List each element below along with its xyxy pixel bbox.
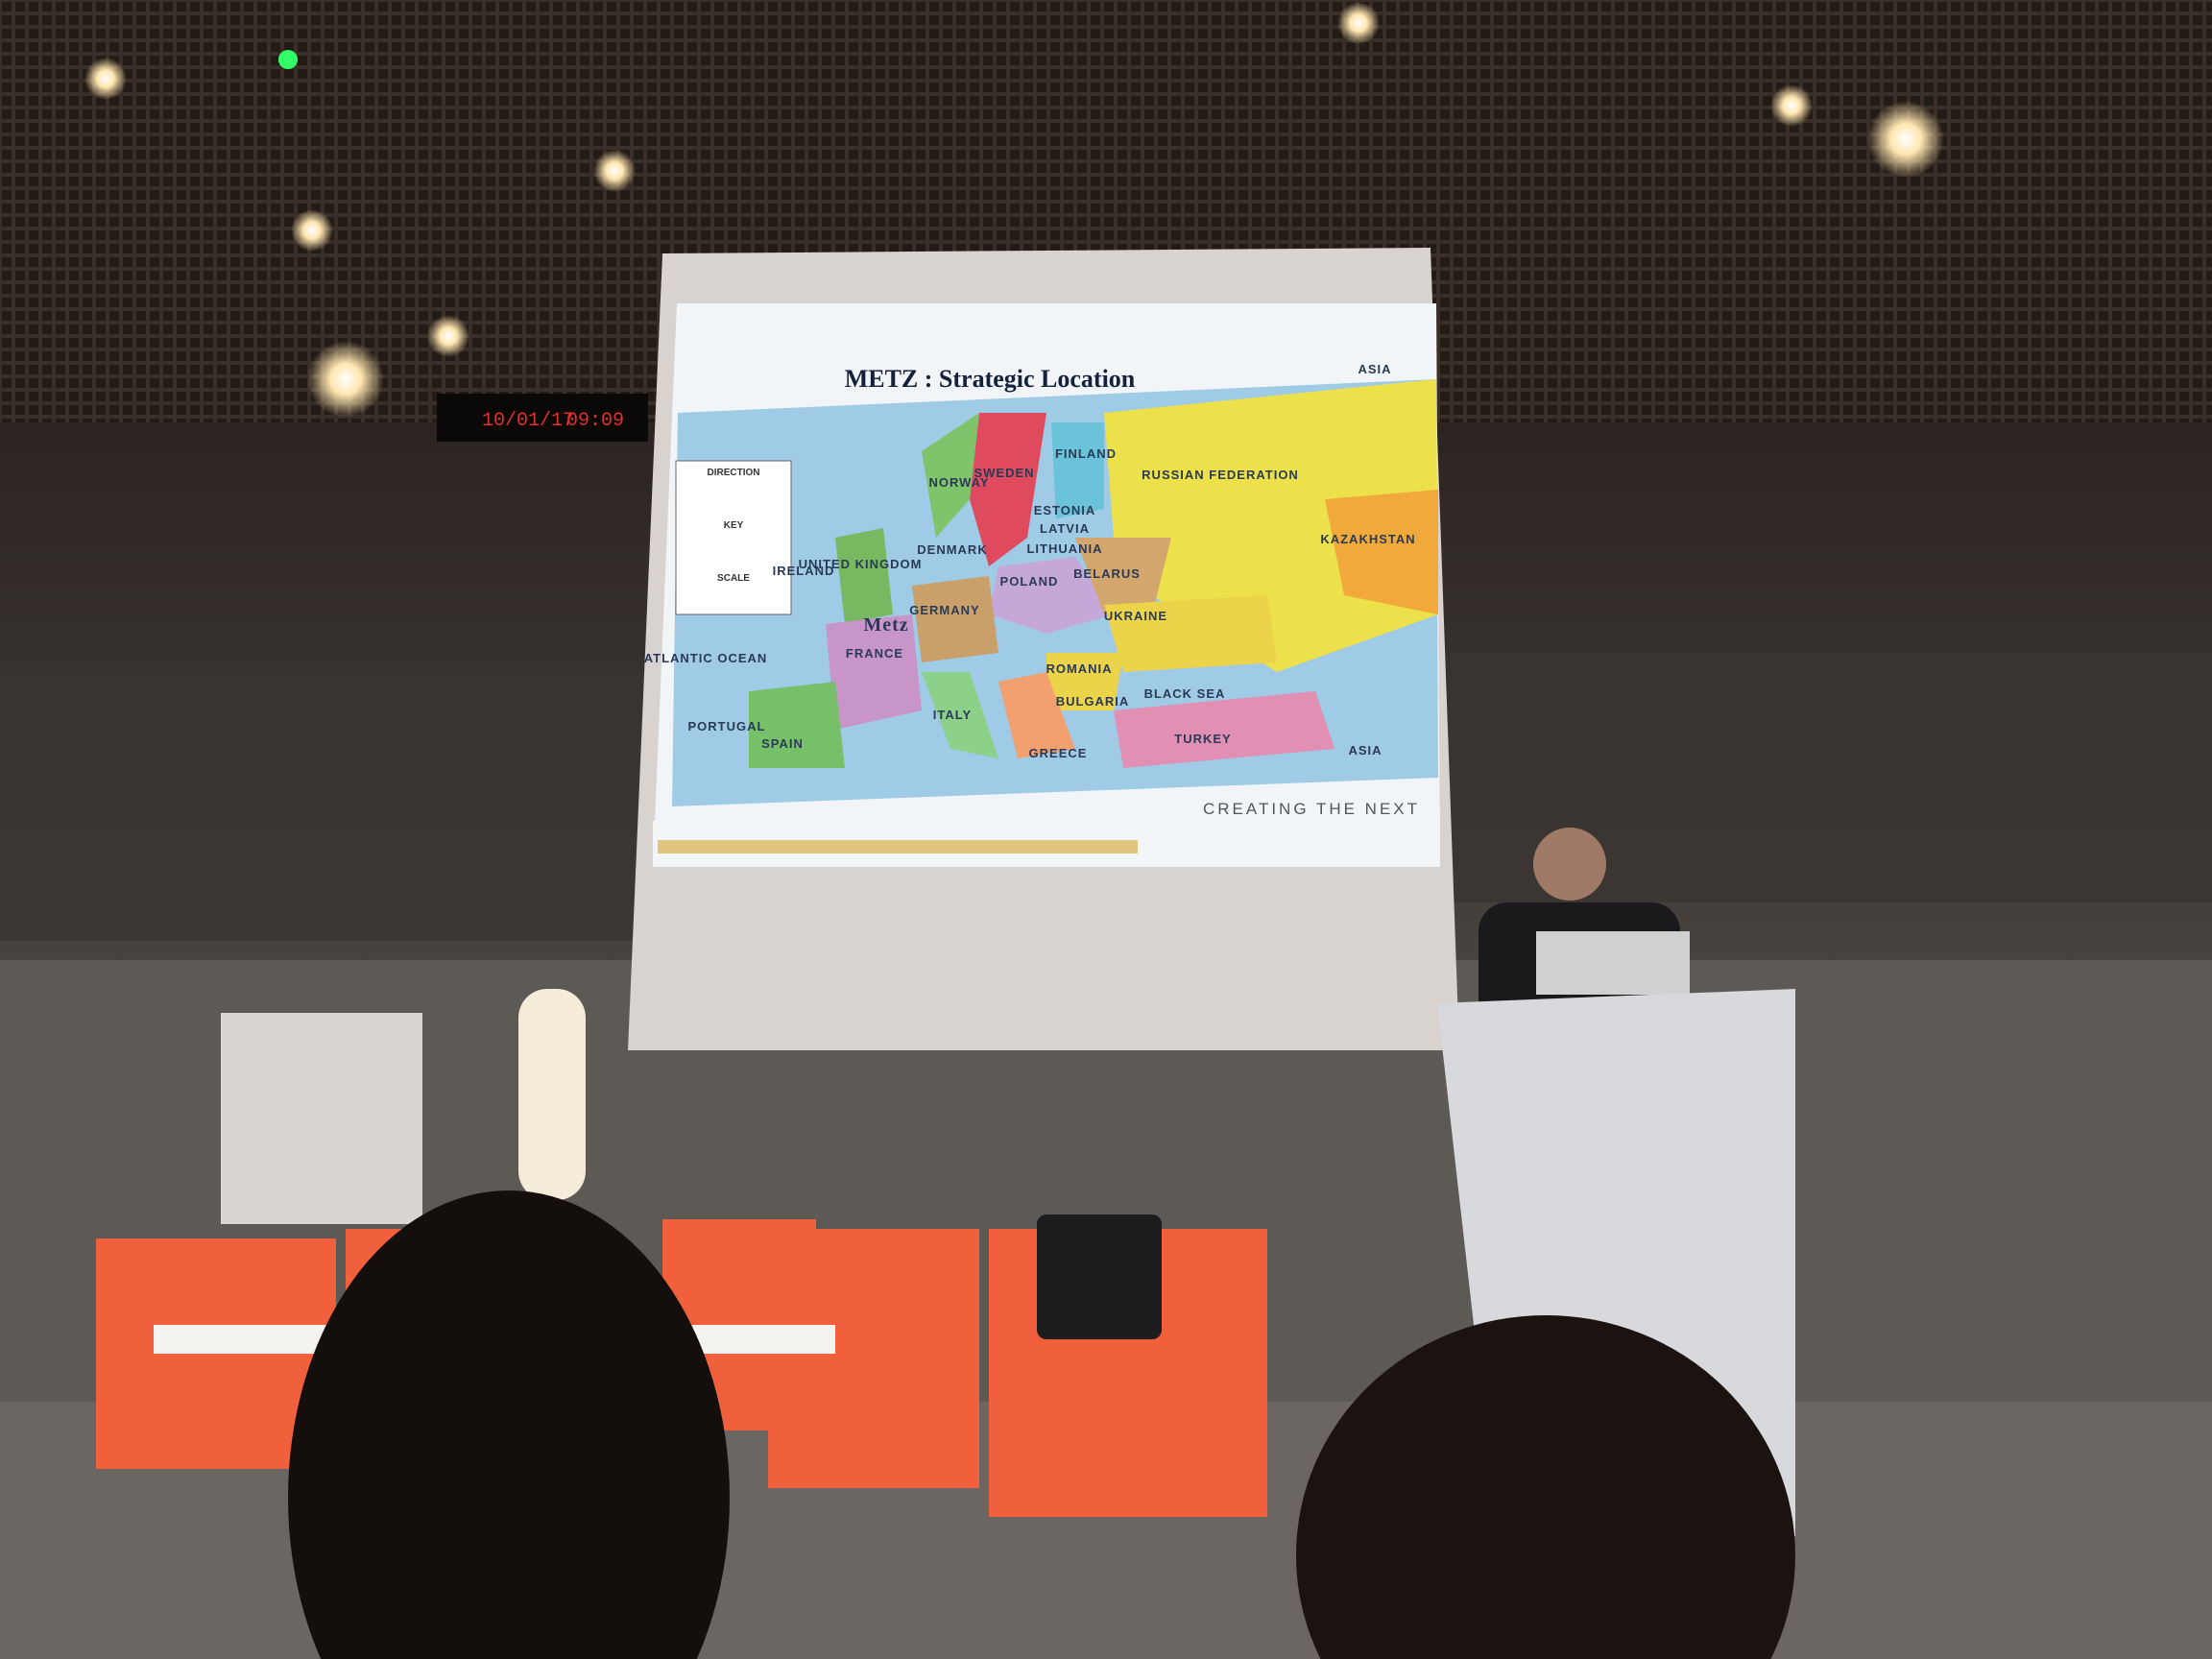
map-label: RUSSIAN FEDERATION	[1142, 468, 1299, 482]
balkans	[998, 672, 1075, 758]
legend-label: DIRECTION	[708, 468, 760, 478]
bag	[1037, 1214, 1162, 1339]
map-label: ROMANIA	[1046, 661, 1112, 676]
uk	[835, 528, 893, 624]
poland	[989, 557, 1114, 634]
legend-label: SCALE	[717, 573, 750, 584]
map-label: BULGARIA	[1056, 694, 1130, 709]
russia	[1104, 379, 1438, 672]
audience-head	[288, 1190, 730, 1659]
map-label: SPAIN	[761, 736, 804, 751]
audience-head	[1296, 1315, 1795, 1659]
legend-label: KEY	[724, 520, 744, 531]
map-label: DENMARK	[917, 542, 987, 557]
map-label: LATVIA	[1040, 521, 1090, 536]
clock-display	[437, 394, 648, 442]
map-label: SWEDEN	[974, 466, 1034, 480]
map-label: NORWAY	[928, 475, 989, 490]
map-label: GERMANY	[909, 603, 979, 617]
floor-lamp	[518, 989, 586, 1200]
map-label: ASIA	[1348, 743, 1382, 757]
map-label: FRANCE	[846, 646, 903, 661]
map-label: BLACK SEA	[1144, 686, 1226, 701]
map-label: ASIA	[1358, 362, 1391, 376]
romania	[1046, 653, 1123, 710]
map-label: LITHUANIA	[1026, 541, 1102, 556]
laptop	[1536, 931, 1690, 995]
belarus	[1075, 538, 1171, 614]
map-label: GREECE	[1029, 746, 1088, 760]
ukraine	[1104, 595, 1277, 672]
finland	[1051, 422, 1104, 518]
speaker-head	[1533, 828, 1606, 901]
map-label: PORTUGAL	[688, 719, 766, 733]
clock-time: 09:09	[566, 410, 624, 432]
footer-stripes	[658, 840, 1138, 854]
banner-stand	[221, 1013, 422, 1224]
city-label: Metz	[863, 614, 908, 636]
map-legend	[675, 460, 792, 615]
clock-date: 10/01/17	[482, 410, 574, 432]
turkey	[1114, 691, 1334, 768]
chairs	[96, 1219, 1267, 1517]
norway	[922, 413, 979, 538]
slide-footer: CREATING THE NEXT	[1203, 800, 1420, 818]
map-label: ATLANTIC OCEAN	[644, 651, 768, 665]
map-label: KAZAKHSTAN	[1320, 532, 1415, 546]
kazakhstan	[1325, 490, 1438, 614]
france	[826, 614, 922, 730]
balcony-left	[0, 672, 643, 941]
map-label: FINLAND	[1055, 446, 1117, 461]
iberia	[749, 682, 845, 768]
sweden	[970, 413, 1046, 566]
map-label: BELARUS	[1073, 566, 1141, 581]
map-label: TURKEY	[1174, 732, 1231, 746]
slide-title: METZ : Strategic Location	[845, 365, 1136, 393]
map-label: UKRAINE	[1104, 609, 1167, 623]
map-label: UNITED KINGDOM	[799, 557, 923, 571]
map-label: ITALY	[933, 708, 972, 722]
italy	[922, 672, 998, 758]
map-label: POLAND	[1000, 574, 1059, 589]
ceiling-lights	[84, 2, 1944, 418]
map-label: ESTONIA	[1034, 503, 1096, 517]
map-label: IRELAND	[773, 564, 835, 578]
germany	[912, 576, 998, 662]
